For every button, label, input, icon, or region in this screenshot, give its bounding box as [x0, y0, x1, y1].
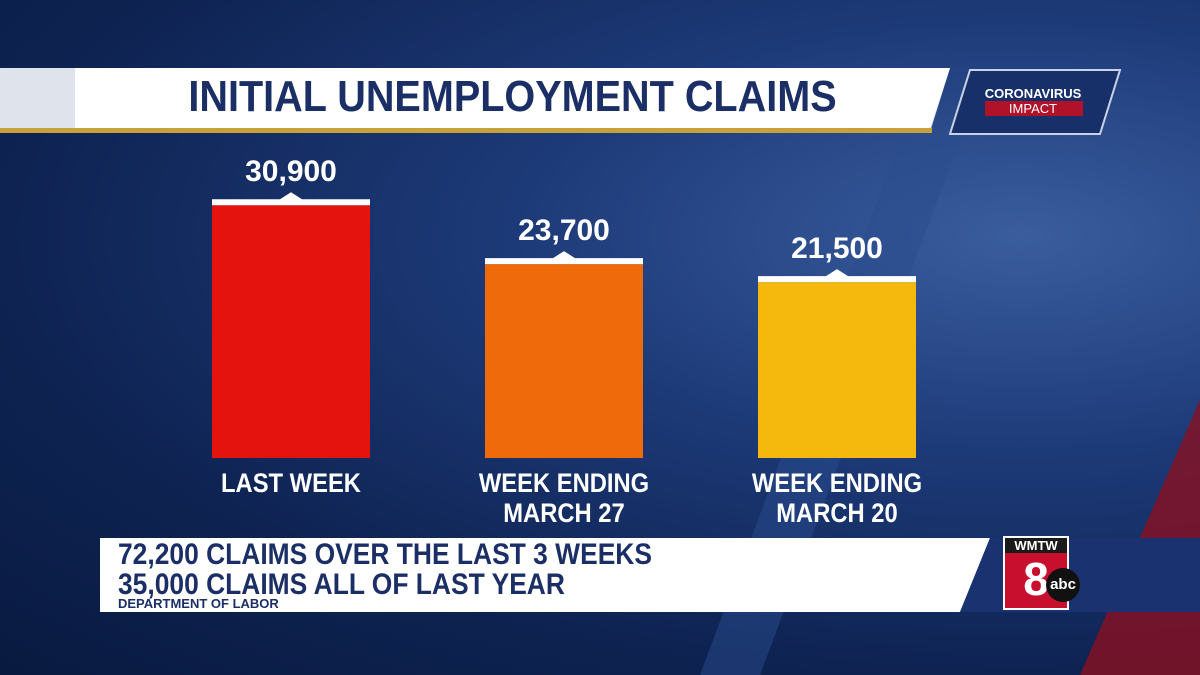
bar [485, 264, 643, 458]
bar-cap [485, 251, 643, 265]
lower-third-line2: 35,000 CLAIMS ALL OF LAST YEAR [118, 568, 565, 601]
badge-line1: CORONAVIRUS [984, 86, 1082, 101]
bar [212, 205, 370, 458]
category-label: WEEK ENDING MARCH 20 [751, 468, 923, 528]
source: DEPARTMENT OF LABOR [118, 596, 279, 611]
network-logo: abc [1046, 568, 1080, 602]
badge-line2: IMPACT [1008, 101, 1058, 116]
category-label: LAST WEEK [221, 468, 361, 498]
call-sign: WMTW [1005, 538, 1067, 553]
value-label: 23,700 [518, 214, 610, 248]
lower-third-line1: 72,200 CLAIMS OVER THE LAST 3 WEEKS [118, 538, 652, 571]
bar-cap [212, 192, 370, 206]
value-label: 30,900 [245, 155, 337, 189]
bar-cap [758, 269, 916, 283]
category-label: WEEK ENDING MARCH 27 [478, 468, 650, 528]
bar [758, 282, 916, 458]
chart-title: INITIAL UNEMPLOYMENT CLAIMS [188, 72, 837, 121]
value-label: 21,500 [791, 232, 883, 266]
channel: 8 [1023, 553, 1049, 605]
